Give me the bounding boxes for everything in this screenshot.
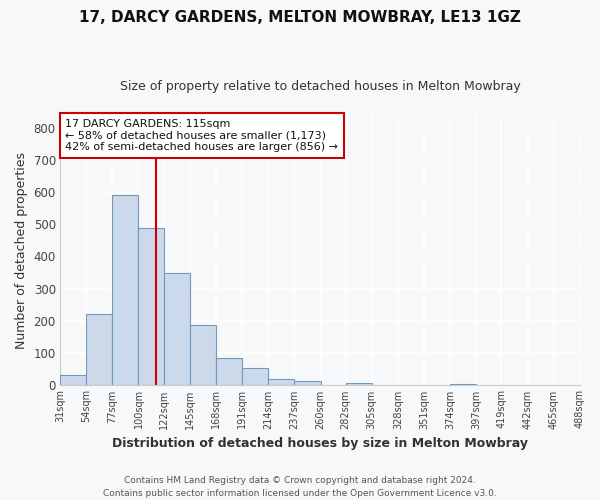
X-axis label: Distribution of detached houses by size in Melton Mowbray: Distribution of detached houses by size … (112, 437, 528, 450)
Bar (346, 382, 372, 385)
Bar (268, 380, 295, 385)
Text: 17 DARCY GARDENS: 115sqm
← 58% of detached houses are smaller (1,173)
42% of sem: 17 DARCY GARDENS: 115sqm ← 58% of detach… (65, 119, 338, 152)
Bar (242, 368, 268, 385)
Bar (190, 324, 216, 385)
Text: 17, DARCY GARDENS, MELTON MOWBRAY, LE13 1GZ: 17, DARCY GARDENS, MELTON MOWBRAY, LE13 … (79, 10, 521, 25)
Bar (60, 375, 86, 385)
Bar (164, 272, 190, 385)
Title: Size of property relative to detached houses in Melton Mowbray: Size of property relative to detached ho… (119, 80, 520, 93)
Bar (216, 358, 242, 385)
Bar (295, 380, 320, 385)
Text: Contains HM Land Registry data © Crown copyright and database right 2024.
Contai: Contains HM Land Registry data © Crown c… (103, 476, 497, 498)
Bar (139, 228, 164, 385)
Bar (112, 196, 139, 385)
Bar (86, 314, 112, 385)
Bar (450, 384, 476, 385)
Y-axis label: Number of detached properties: Number of detached properties (15, 152, 28, 348)
